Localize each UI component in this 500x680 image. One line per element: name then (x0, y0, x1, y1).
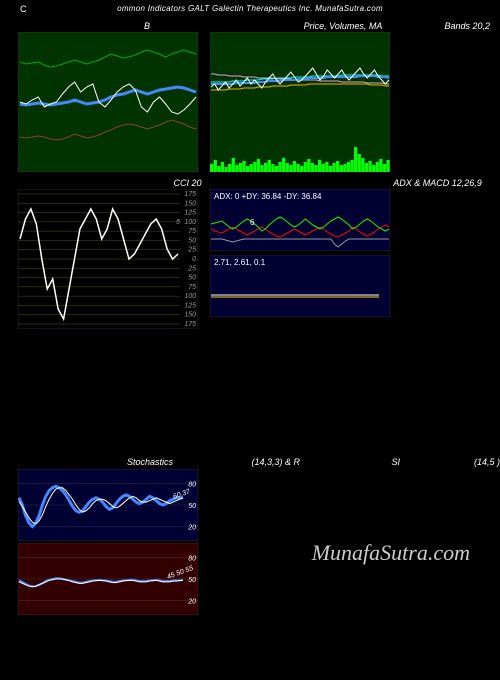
svg-text:25: 25 (187, 265, 196, 272)
cci-chart: 175 150 125 100 75 50 25 0 25 50 75 100 125 150 175 5 (18, 189, 198, 329)
svg-text:125: 125 (184, 302, 196, 309)
svg-text:50: 50 (188, 275, 196, 282)
svg-text:20: 20 (187, 525, 196, 532)
stoch-title: Stochastics (100, 457, 200, 467)
svg-text:50: 50 (188, 503, 196, 510)
svg-text:ADX: 0 +DY: 36.84 -DY: 36.: ADX: 0 +DY: 36.84 -DY: 36.84 (214, 192, 322, 201)
rsi-si: SI (300, 457, 400, 467)
header-left: C (20, 4, 27, 14)
stoch-params: (14,3,3) & R (200, 457, 300, 467)
svg-text:175: 175 (184, 191, 196, 198)
svg-text:80: 80 (188, 481, 196, 488)
svg-text:0: 0 (192, 256, 196, 263)
bollinger-chart (18, 32, 198, 172)
svg-text:25: 25 (187, 247, 196, 254)
svg-text:5: 5 (176, 219, 180, 226)
cci-title: CCI 20 (125, 178, 250, 188)
svg-text:80: 80 (188, 555, 196, 562)
svg-text:75: 75 (188, 284, 196, 291)
header-center: ommon Indicators GALT Galectin Therapeut… (117, 4, 383, 13)
macd-chart: 2.71, 2.61, 0.1 (210, 255, 390, 317)
svg-text:2.71, 2.61, 0.1: 2.71, 2.61, 0.1 (214, 258, 266, 267)
page-header: C ommon Indicators GALT Galectin Therape… (0, 0, 500, 15)
svg-text:20: 20 (187, 599, 196, 606)
svg-text:75: 75 (188, 228, 196, 235)
rsi-params: (14,5 ) (400, 457, 500, 467)
svg-text:50: 50 (188, 577, 196, 584)
svg-text:125: 125 (184, 210, 196, 217)
rsi-chart: 80502045 50 55 (18, 543, 198, 615)
adx-chart: ADX: 0 +DY: 36.84 -DY: 36.846 (210, 189, 390, 251)
svg-text:175: 175 (184, 321, 196, 328)
price-ma-chart (210, 32, 390, 172)
svg-text:50: 50 (188, 237, 196, 244)
svg-text:100: 100 (184, 219, 196, 226)
stoch-chart: 80502060.37 (18, 469, 198, 541)
svg-text:150: 150 (184, 312, 196, 319)
svg-text:100: 100 (184, 293, 196, 300)
svg-text:150: 150 (184, 200, 196, 207)
bollinger-title: B (98, 21, 196, 31)
watermark: MunafaSutra.com (312, 540, 470, 566)
adx-title: ADX & MACD 12,26,9 (375, 178, 500, 188)
svg-text:6: 6 (250, 218, 255, 227)
price-ma-title: Price, Volumes, MA (294, 21, 392, 31)
bands-title: Bands 20,2 (392, 21, 500, 31)
